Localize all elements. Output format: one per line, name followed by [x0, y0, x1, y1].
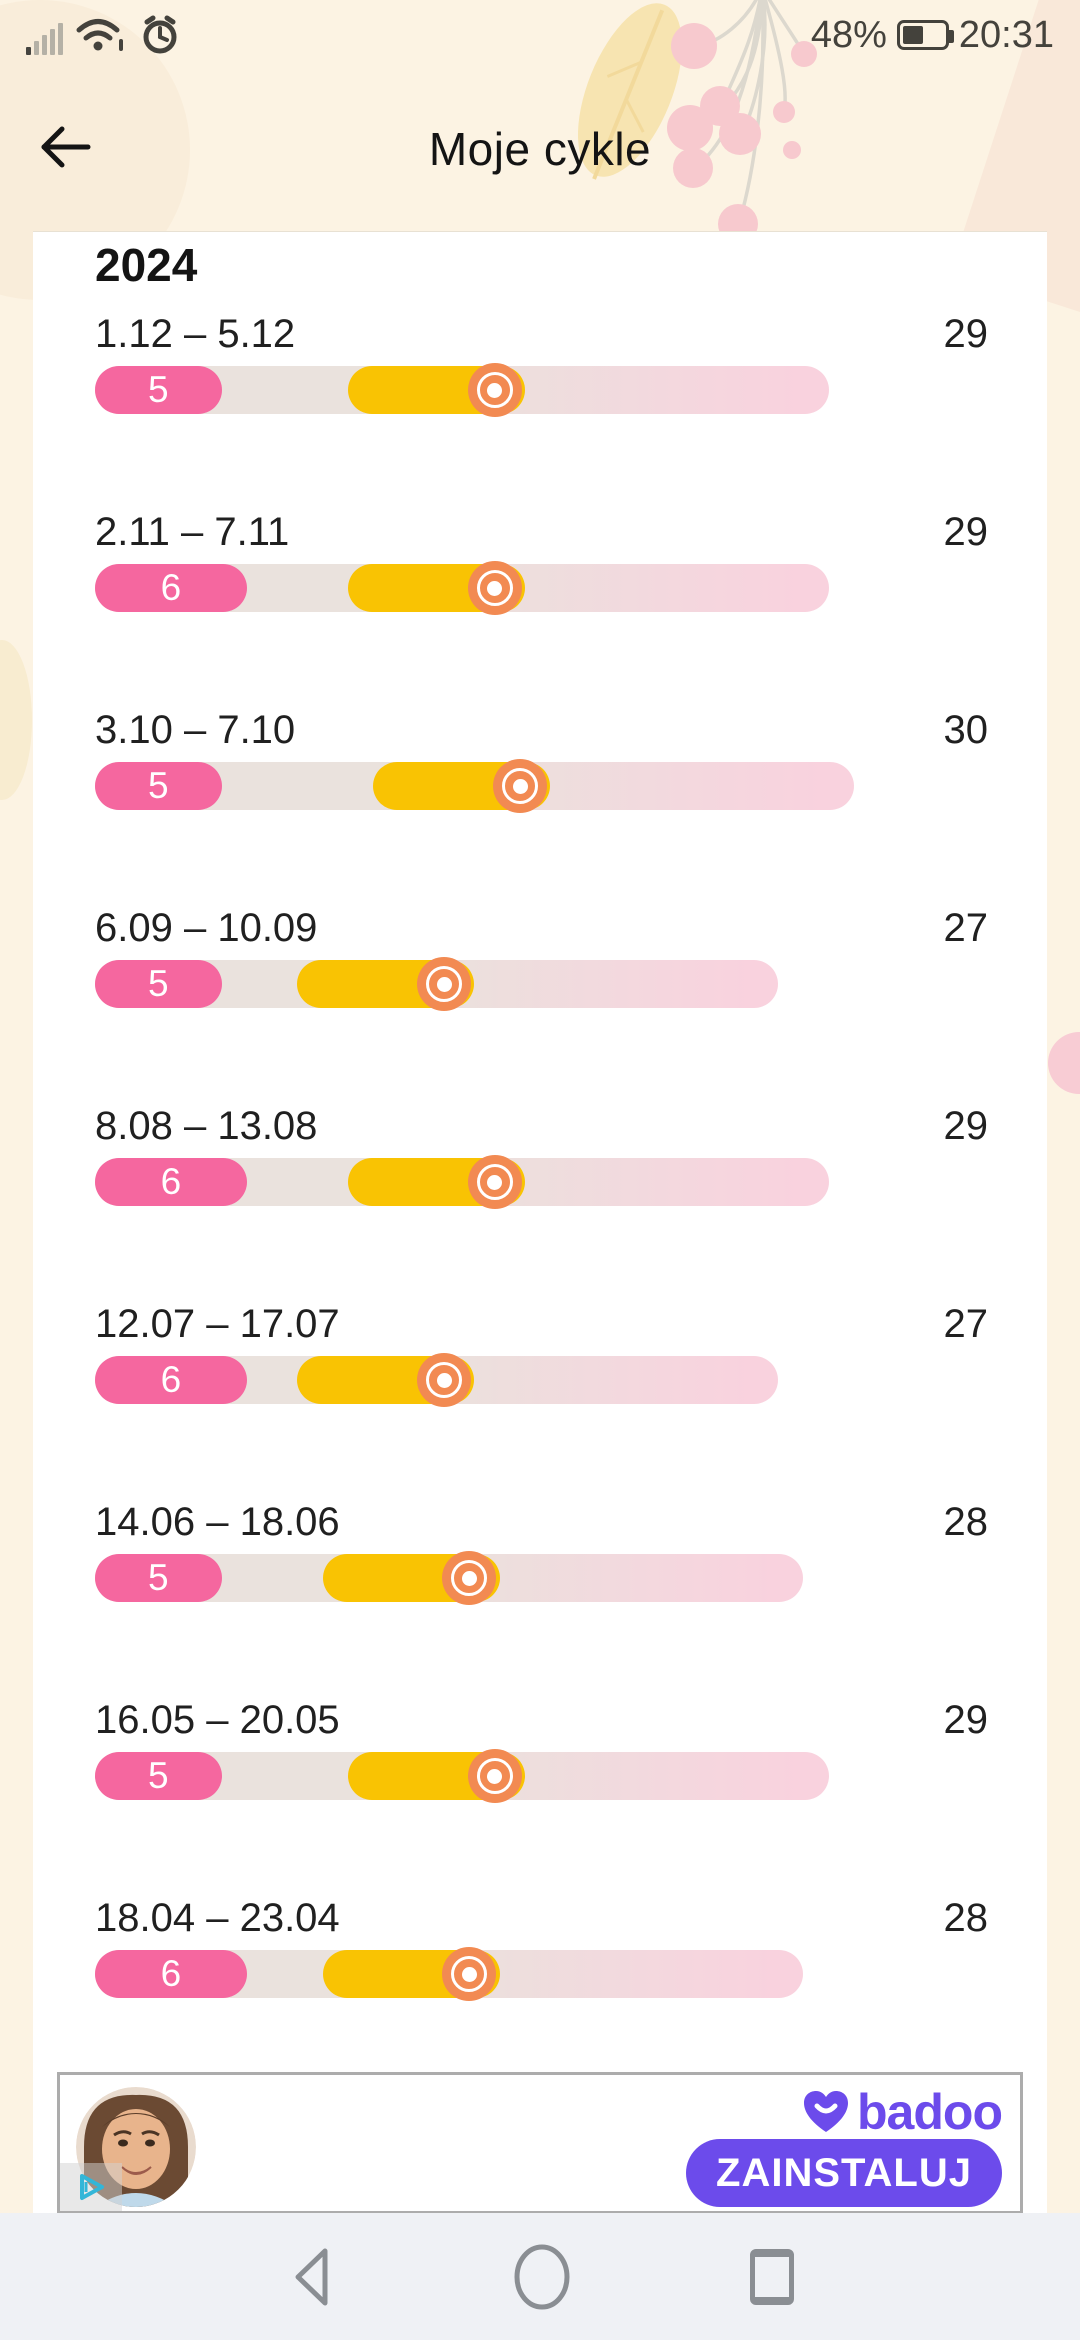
- period-days-badge: 5: [147, 765, 169, 806]
- leaf-decoration-icon: [577, 3, 683, 180]
- recents-square-icon: [750, 2248, 794, 2305]
- period-days-badge: 5: [147, 1755, 169, 1796]
- cycle-date-range: 1.12 – 5.12: [95, 312, 296, 356]
- period-days-badge: 5: [147, 1557, 169, 1598]
- cycle-date-range: 14.06 – 18.06: [95, 1500, 340, 1544]
- period-days-badge: 6: [160, 1161, 182, 1202]
- nav-recents-button[interactable]: [732, 2213, 812, 2340]
- ovulation-marker-icon: [467, 561, 522, 615]
- home-circle-icon: [514, 2244, 570, 2309]
- ovulation-marker-icon: [442, 1551, 497, 1605]
- back-triangle-icon: [295, 2248, 328, 2305]
- badoo-wordmark: badoo: [857, 2084, 1003, 2140]
- cycle-row[interactable]: 12.07 – 17.07 27 6: [95, 1300, 988, 1498]
- signal-icon: [26, 23, 63, 55]
- cycle-row[interactable]: 18.04 – 23.04 28 6: [95, 1894, 988, 2092]
- period-segment: 6: [95, 1356, 247, 1404]
- cycle-row[interactable]: 14.06 – 18.06 28 5: [95, 1498, 988, 1696]
- cycle-list: 1.12 – 5.12 29 5 2.11 – 7.11 29: [95, 310, 988, 2092]
- period-segment: 5: [95, 762, 222, 810]
- ovulation-marker-icon: [442, 1947, 497, 2001]
- cycle-date-range: 18.04 – 23.04: [95, 1896, 340, 1940]
- cycle-bar: 6: [95, 1353, 779, 1407]
- clock-time: 20:31: [958, 13, 1054, 56]
- cycle-bar: 5: [95, 1551, 804, 1605]
- cycle-length: 29: [943, 510, 989, 554]
- cycle-length: 30: [943, 708, 989, 752]
- cycle-row[interactable]: 1.12 – 5.12 29 5: [95, 310, 988, 508]
- cycle-length: 28: [943, 1500, 989, 1544]
- nav-back-button[interactable]: [271, 2213, 351, 2340]
- year-heading: 2024: [95, 239, 198, 291]
- period-segment: 5: [95, 960, 222, 1008]
- period-segment: 5: [95, 1554, 222, 1602]
- cycle-row[interactable]: 2.11 – 7.11 29 6: [95, 508, 988, 706]
- period-days-badge: 6: [160, 567, 182, 608]
- navigation-bar: [0, 2213, 1080, 2340]
- cycles-panel: 2024 1.12 – 5.12 29 5 2.11 – 7.1: [33, 232, 1047, 2214]
- period-segment: 6: [95, 1950, 247, 1998]
- wifi-icon: [76, 19, 123, 51]
- cycle-row[interactable]: 8.08 – 13.08 29 6: [95, 1102, 988, 1300]
- side-leaf-decoration: [0, 640, 32, 800]
- cycle-length: 29: [943, 1104, 989, 1148]
- period-days-badge: 5: [147, 369, 169, 410]
- period-days-badge: 6: [160, 1953, 182, 1994]
- ovulation-marker-icon: [467, 1749, 522, 1803]
- cycle-bar: 6: [95, 1155, 829, 1209]
- battery-icon: [896, 20, 954, 50]
- cycle-bar: 6: [95, 1947, 804, 2001]
- side-berry-decoration: [1048, 1032, 1080, 1094]
- cycle-bar: 5: [95, 957, 779, 1011]
- cycle-row[interactable]: 3.10 – 7.10 30 5: [95, 706, 988, 904]
- cycle-date-range: 16.05 – 20.05: [95, 1698, 340, 1742]
- period-segment: 5: [95, 366, 222, 414]
- period-segment: 6: [95, 1158, 247, 1206]
- cycle-length: 28: [943, 1896, 989, 1940]
- cycle-date-range: 2.11 – 7.11: [95, 510, 290, 554]
- adchoices-icon[interactable]: [60, 2163, 122, 2211]
- ovulation-marker-icon: [467, 363, 522, 417]
- cycle-date-range: 3.10 – 7.10: [95, 708, 296, 752]
- cycle-row[interactable]: 6.09 – 10.09 27 5: [95, 904, 988, 1102]
- status-bar: 48% 20:31: [0, 0, 1080, 70]
- cycle-bar: 5: [95, 1749, 829, 1803]
- cycle-row[interactable]: 16.05 – 20.05 29 5: [95, 1696, 988, 1894]
- cycle-bar: 6: [95, 561, 829, 615]
- install-button[interactable]: ZAINSTALUJ: [686, 2139, 1002, 2207]
- badoo-logo[interactable]: badoo: [803, 2083, 1003, 2141]
- ovulation-marker-icon: [467, 1155, 522, 1209]
- battery-percent: 48%: [810, 13, 887, 56]
- badoo-heart-icon: [804, 2091, 849, 2132]
- cycle-date-range: 8.08 – 13.08: [95, 1104, 318, 1148]
- ovulation-marker-icon: [417, 957, 472, 1011]
- page-title: Moje cykle: [428, 123, 652, 175]
- alarm-icon: [143, 15, 177, 54]
- cycle-length: 29: [943, 312, 989, 356]
- period-segment: 5: [95, 1752, 222, 1800]
- cycle-bar: 5: [95, 759, 854, 813]
- period-segment: 6: [95, 564, 247, 612]
- cycle-length: 27: [943, 906, 989, 950]
- nav-home-button[interactable]: [502, 2213, 582, 2340]
- period-days-badge: 5: [147, 963, 169, 1004]
- cycle-date-range: 12.07 – 17.07: [95, 1302, 340, 1346]
- ad-banner[interactable]: badoo ZAINSTALUJ: [57, 2072, 1023, 2214]
- ovulation-marker-icon: [417, 1353, 472, 1407]
- cycle-length: 27: [943, 1302, 989, 1346]
- ovulation-marker-icon: [493, 759, 548, 813]
- header: Moje cykle: [0, 70, 1080, 232]
- back-button[interactable]: [30, 112, 100, 182]
- cycle-bar: 5: [95, 363, 829, 417]
- cycle-date-range: 6.09 – 10.09: [95, 906, 318, 950]
- arrow-left-icon: [41, 126, 91, 168]
- cycle-length: 29: [943, 1698, 989, 1742]
- period-days-badge: 6: [160, 1359, 182, 1400]
